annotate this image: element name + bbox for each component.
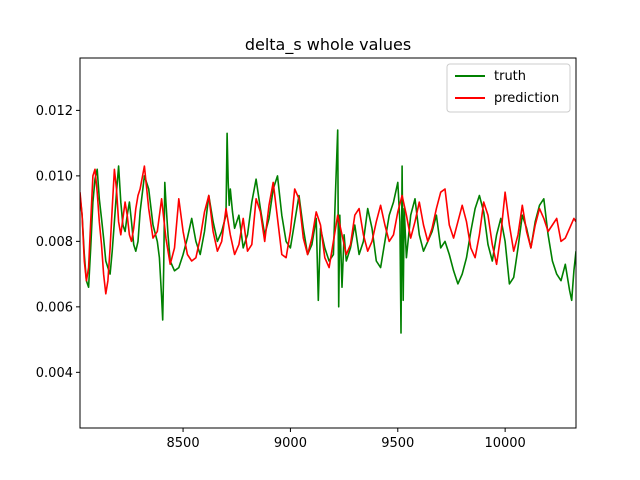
- y-tick-label: 0.008: [36, 235, 73, 250]
- y-axis: 0.004 0.006 0.008 0.010 0.012: [36, 104, 80, 381]
- series-layer: [80, 129, 576, 334]
- x-axis: 8500 9000 9500 10000: [167, 428, 526, 451]
- series-line-prediction: [80, 165, 576, 295]
- plot-area: [80, 129, 576, 334]
- chart-title: delta_s whole values: [245, 35, 411, 55]
- legend-label-truth: truth: [494, 69, 526, 84]
- legend: truth prediction: [446, 63, 571, 113]
- x-tick-label: 10000: [484, 436, 525, 451]
- x-tick-label: 9500: [381, 436, 414, 451]
- x-tick-label: 9000: [274, 436, 307, 451]
- y-tick-label: 0.010: [36, 169, 73, 184]
- y-tick-label: 0.006: [36, 300, 73, 315]
- x-tick-label: 8500: [167, 436, 200, 451]
- axes-frame: [79, 57, 577, 429]
- y-tick-label: 0.004: [36, 366, 73, 381]
- y-tick-label: 0.012: [36, 104, 73, 119]
- legend-label-prediction: prediction: [494, 91, 559, 106]
